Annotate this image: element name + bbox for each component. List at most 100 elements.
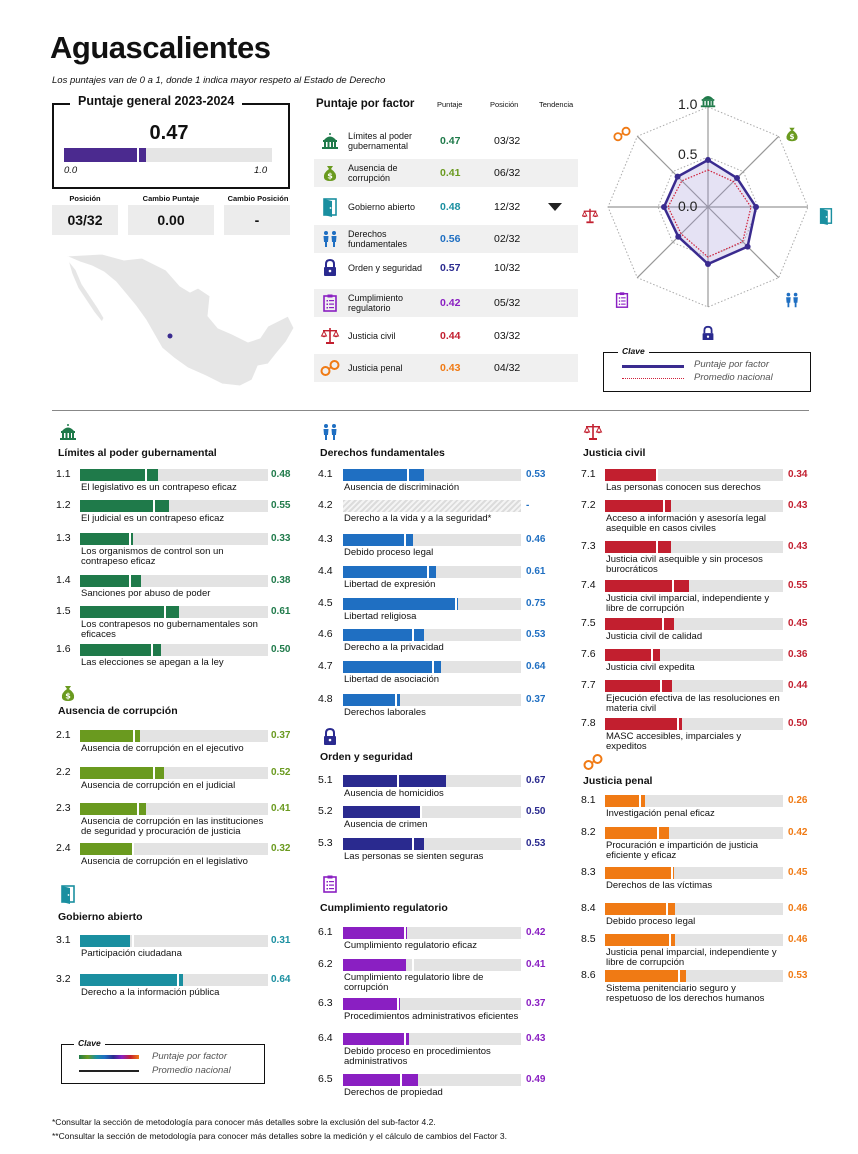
handcuffs-icon [613, 126, 631, 142]
subfactor-value: 0.44 [788, 680, 808, 691]
factor-name: Justicia civil [348, 331, 396, 341]
legend-bottom-box [61, 1044, 265, 1084]
factor-table-title: Puntaje por factor [316, 98, 415, 110]
trend-down-icon [548, 203, 562, 211]
factor-position: 03/32 [494, 330, 521, 342]
subfactor-label: Debido proceso legal [606, 916, 696, 927]
subfactor-number: 7.3 [581, 540, 596, 552]
subfactor-value: 0.49 [526, 1074, 546, 1085]
page-subtitle: Los puntajes van de 0 a 1, donde 1 indic… [52, 75, 386, 86]
factor-score: 0.44 [440, 330, 461, 342]
radar-point [705, 261, 711, 267]
subfactor-bar-fill [343, 694, 400, 706]
subfactor-bar-fill [343, 661, 441, 673]
subfactor-bar [80, 730, 268, 742]
subfactor-value: 0.26 [788, 795, 808, 806]
scale-min-label: 0.0 [64, 165, 78, 176]
subfactor-bar-fill [343, 1033, 409, 1045]
factor-position: 04/32 [494, 362, 521, 374]
subfactor-bar-fill [605, 618, 674, 630]
subfactor-label: MASC accesibles, imparciales y expeditos [606, 731, 742, 752]
subfactor-label: Libertad de expresión [344, 579, 436, 590]
subfactor-number: 1.6 [56, 643, 71, 655]
factor-row: $ Ausencia de corrupción 0.41 06/32 [314, 159, 578, 187]
factor-name: Cumplimiento regulatorio [348, 293, 404, 313]
section-title: Ausencia de corrupción [58, 705, 178, 717]
subfactor-number: 4.5 [318, 597, 333, 609]
subfactor-label: Ejecución efectiva de las resoluciones e… [606, 693, 780, 714]
legend-bottom-title: Clave [74, 1038, 105, 1048]
subfactor-label: Ausencia de corrupción en el ejecutivo [81, 743, 244, 754]
subfactor-value: 0.32 [271, 843, 291, 854]
scales-icon [320, 328, 340, 344]
national-avg-marker [152, 767, 155, 779]
national-avg-marker [404, 1033, 407, 1045]
national-avg-marker [655, 541, 658, 553]
subfactor-bar-fill [343, 1074, 418, 1086]
subfactor-bar-fill [80, 730, 140, 742]
handcuffs-icon [583, 754, 603, 770]
subfactor-value: 0.37 [271, 730, 291, 741]
radar-tick-label: 0.5 [678, 146, 698, 162]
legend-top-factor-label: Puntaje por factor [694, 359, 769, 370]
subfactor-label: Ausencia de homicidios [344, 788, 444, 799]
national-avg-marker [669, 934, 672, 946]
subfactor-number: 2.3 [56, 802, 71, 814]
open-door-icon [323, 198, 337, 217]
factor-position: 02/32 [494, 233, 521, 245]
subfactor-bar [80, 469, 268, 481]
subfactor-bar-fill [80, 843, 132, 855]
subfactor-bar-fill [605, 903, 676, 915]
subfactor-bar [605, 649, 783, 661]
overall-score-bar [64, 148, 272, 162]
subfactor-bar [605, 469, 783, 481]
section-title: Justicia penal [583, 775, 653, 787]
scales-icon [583, 424, 603, 440]
subfactor-number: 7.5 [581, 617, 596, 629]
subfactor-label: Participación ciudadana [81, 948, 182, 959]
section-title: Justicia civil [583, 447, 646, 459]
subfactor-number: 7.6 [581, 648, 596, 660]
subfactor-number: 7.1 [581, 468, 596, 480]
subfactor-bar-fill [343, 534, 414, 546]
legend-bottom-factor-label: Puntaje por factor [152, 1051, 227, 1062]
subfactor-value: 0.31 [271, 935, 291, 946]
subfactor-bar-fill [343, 775, 446, 787]
subfactor-bar-fill [605, 934, 676, 946]
radar-tick-label: 1.0 [678, 96, 698, 112]
subfactor-label: Derechos de las víctimas [606, 880, 713, 891]
subfactor-bar-fill [605, 500, 671, 512]
subfactor-value: 0.42 [526, 927, 546, 938]
factor-score: 0.48 [440, 201, 461, 213]
subfactor-number: 4.8 [318, 693, 333, 705]
stat-label-position-change: Cambio Posición [227, 194, 289, 203]
subfactor-number: 4.3 [318, 533, 333, 545]
factor-name: Gobierno abierto [348, 202, 416, 212]
factor-score: 0.57 [440, 262, 461, 274]
subfactor-label: Justicia civil asequible y sin procesos … [606, 554, 763, 575]
overall-score-value: 0.47 [149, 122, 189, 144]
subfactor-value: 0.43 [788, 541, 808, 552]
subfactor-number: 5.1 [318, 774, 333, 786]
svg-text:$: $ [327, 172, 333, 181]
national-avg-marker [419, 806, 422, 818]
subfactor-bar [343, 661, 521, 673]
subfactor-bar-fill [343, 806, 420, 818]
subfactor-number: 5.2 [318, 805, 333, 817]
subfactor-label: Justicia civil expedita [606, 662, 695, 673]
national-avg-marker [144, 469, 147, 481]
capitol-icon [700, 95, 716, 108]
subfactor-label: Ausencia de crimen [344, 819, 428, 830]
subfactor-value: 0.52 [271, 767, 291, 778]
section-icon-wrap: $ [58, 683, 78, 708]
subfactor-label: Derecho a la vida y a la seguridad* [344, 513, 492, 524]
subfactor-number: 8.3 [581, 866, 596, 878]
page-title: Aguascalientes [50, 30, 271, 65]
subfactor-label: Ausencia de corrupción en el judicial [81, 780, 236, 791]
svg-text:$: $ [789, 132, 794, 141]
subfactor-bar-fill [343, 838, 425, 850]
subfactor-bar-fill [605, 718, 682, 730]
subfactor-label: Los contrapesos no gubernamentales son e… [81, 619, 258, 640]
subfactor-number: 4.2 [318, 499, 333, 511]
subfactor-number: 2.4 [56, 842, 71, 854]
